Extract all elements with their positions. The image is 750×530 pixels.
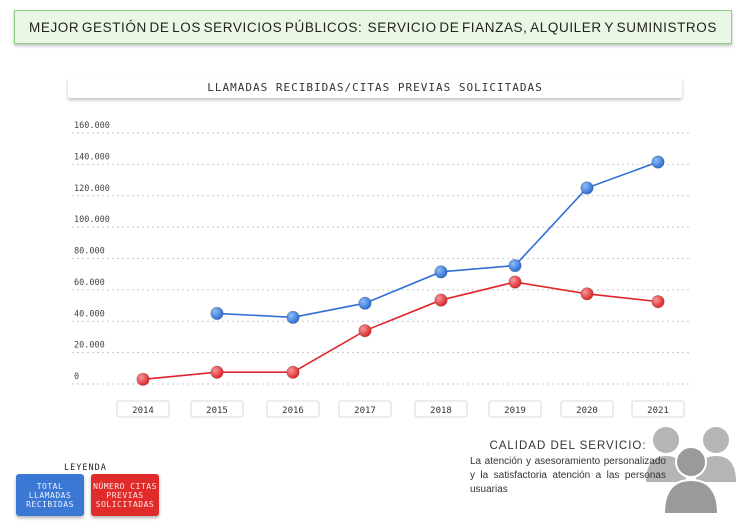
banner-word: MEJOR xyxy=(29,19,80,35)
x-tick-label: 2016 xyxy=(282,406,304,416)
series-total-calls xyxy=(210,155,665,324)
banner-word: PÚBLICOS: xyxy=(284,19,363,35)
y-axis-ticks: 0 20.000 40.000 60.000 80.000 100.000 120.000 1… xyxy=(74,121,110,382)
legend-item-total-calls: TOTAL LLAMADAS RECIBIDAS xyxy=(16,474,84,516)
data-point xyxy=(434,293,448,307)
banner-word: FIANZAS, xyxy=(461,19,528,35)
page-banner: MEJOR GESTIÓN DE LOS SERVICIOS PÚBLICOS: SERVI… xyxy=(14,10,732,44)
x-tick-box xyxy=(631,400,685,418)
x-tick-box xyxy=(266,400,320,418)
data-point xyxy=(358,296,372,310)
data-point xyxy=(580,287,594,301)
x-tick-label: 2014 xyxy=(132,406,154,416)
x-tick: 2019 xyxy=(488,400,542,418)
x-tick-label: 2020 xyxy=(576,406,598,416)
data-point xyxy=(210,365,224,379)
x-tick-label: 2019 xyxy=(504,406,526,416)
y-tick-label: 0 xyxy=(74,372,79,382)
legend-label-appointments: NÚMERO CITAS PREVIAS SOLICITADAS xyxy=(93,481,157,509)
y-tick-label: 40.000 xyxy=(74,309,105,319)
x-tick-box xyxy=(338,400,392,418)
banner-word: GESTIÓN xyxy=(81,19,147,35)
banner-word: LOS xyxy=(172,19,201,35)
data-point xyxy=(136,372,150,386)
chart-title: LLAMADAS RECIBIDAS/CITAS PREVIAS SOLICIT… xyxy=(68,78,682,98)
x-tick-label: 2021 xyxy=(647,406,669,416)
banner-word: SERVICIOS xyxy=(203,19,283,35)
x-axis-ticks: 2014 2015 2016 2017 2018 2019 2020 2021 xyxy=(116,400,685,418)
banner-word: DE xyxy=(439,19,460,35)
legend-item-appointments: NÚMERO CITAS PREVIAS SOLICITADAS xyxy=(91,474,159,516)
banner-title: MEJOR GESTIÓN DE LOS SERVICIOS PÚBLICOS: SERVI… xyxy=(29,20,717,35)
people-group-icon xyxy=(646,427,736,515)
x-tick-box xyxy=(560,400,614,418)
data-point xyxy=(651,295,665,309)
series-line xyxy=(142,281,659,381)
service-quality-note: CALIDAD DEL SERVICIO: La atención y ases… xyxy=(470,440,666,497)
banner-word: DE xyxy=(149,19,170,35)
x-tick-box xyxy=(190,400,244,418)
series-appointments xyxy=(136,275,665,386)
x-tick: 2017 xyxy=(338,400,392,418)
y-tick-label: 100.000 xyxy=(74,215,110,225)
gridlines xyxy=(72,132,690,385)
data-point xyxy=(651,155,665,169)
x-tick-box xyxy=(414,400,468,418)
legend-label-total-calls: TOTAL LLAMADAS RECIBIDAS xyxy=(26,481,74,509)
banner-word: Y xyxy=(604,19,614,35)
x-tick-box xyxy=(116,400,170,418)
data-point xyxy=(358,324,372,338)
quality-title: CALIDAD DEL SERVICIO: xyxy=(489,440,647,452)
line-chart: 0 20.000 40.000 60.000 80.000 100.000 120.000 1… xyxy=(72,121,690,418)
data-point xyxy=(434,265,448,279)
x-tick: 2014 xyxy=(116,400,170,418)
x-tick: 2016 xyxy=(266,400,320,418)
series-lines xyxy=(136,155,665,386)
x-tick: 2021 xyxy=(631,400,685,418)
x-tick-label: 2018 xyxy=(430,406,452,416)
x-tick-box xyxy=(488,400,542,418)
x-tick: 2018 xyxy=(414,400,468,418)
x-tick-label: 2017 xyxy=(354,406,376,416)
data-point xyxy=(508,258,522,273)
banner-word: ALQUILER xyxy=(530,19,602,35)
banner-word: SERVICIO xyxy=(367,19,437,35)
quality-text: La atención y asesoramiento personalizad… xyxy=(470,456,666,495)
y-tick-label: 20.000 xyxy=(74,341,105,351)
x-tick-label: 2015 xyxy=(206,406,228,416)
y-tick-label: 140.000 xyxy=(74,152,110,162)
data-point xyxy=(508,275,522,289)
x-tick: 2020 xyxy=(560,400,614,418)
y-tick-label: 60.000 xyxy=(74,278,105,288)
y-tick-label: 120.000 xyxy=(74,184,110,194)
data-point xyxy=(286,310,300,324)
y-tick-label: 160.000 xyxy=(74,121,110,131)
y-tick-label: 80.000 xyxy=(74,247,105,257)
banner-word: SUMINISTROS xyxy=(616,19,717,35)
x-tick: 2015 xyxy=(190,400,244,418)
data-point xyxy=(286,365,300,379)
legend-title: LEYENDA xyxy=(64,463,107,473)
data-point xyxy=(210,306,224,321)
data-point xyxy=(580,181,594,195)
